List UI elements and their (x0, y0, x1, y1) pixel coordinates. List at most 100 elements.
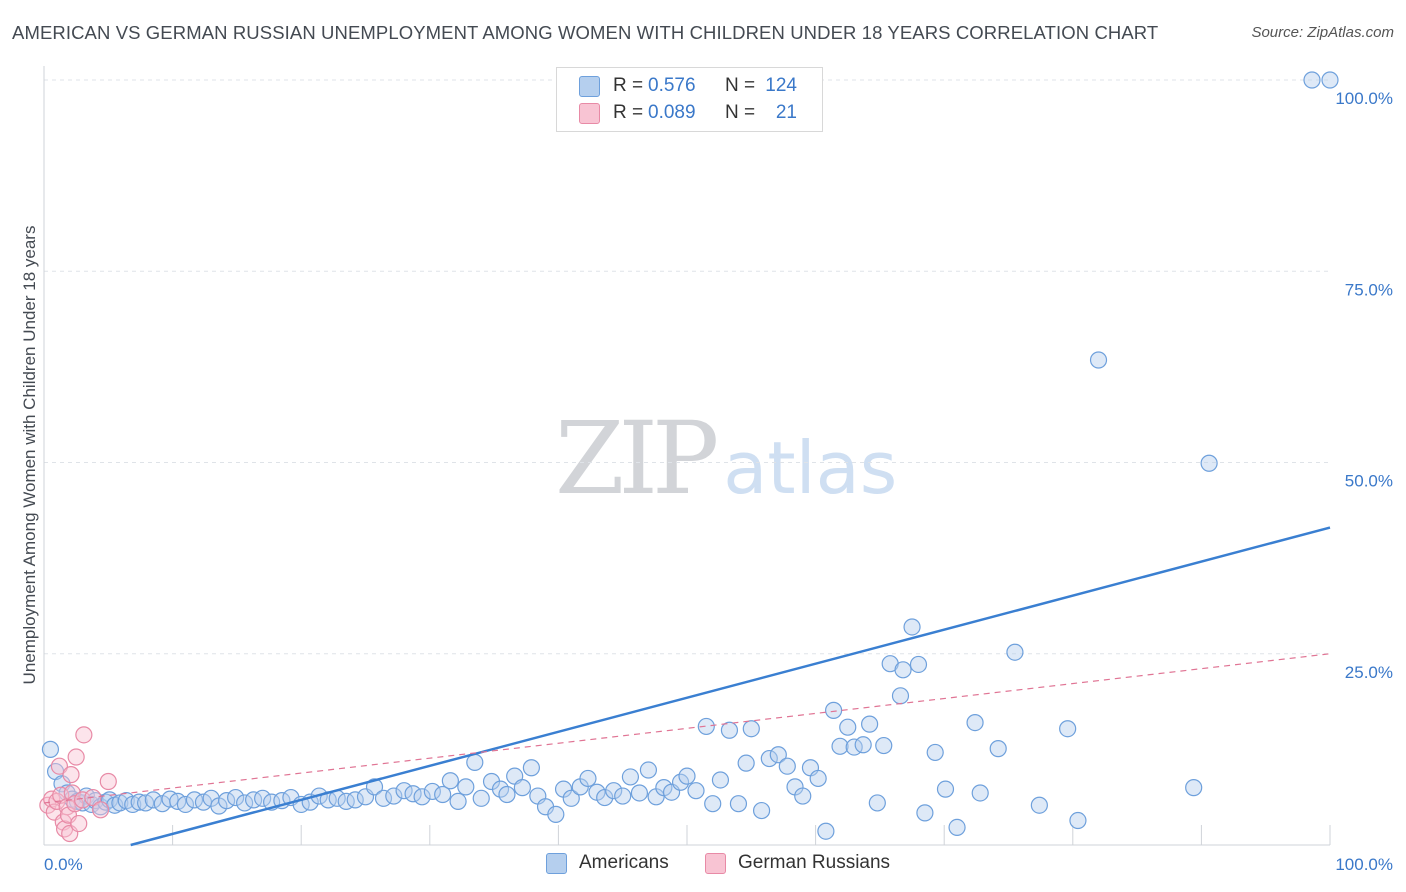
point-americans (831, 737, 849, 755)
point-americans (875, 736, 893, 755)
y-tick-label: 25.0% (1345, 663, 1393, 682)
y-tick-label: 100.0% (1335, 89, 1393, 108)
legend-swatch-americans (579, 75, 600, 97)
point-americans (1059, 720, 1077, 738)
point-americans (678, 767, 696, 785)
point-americans (395, 782, 413, 800)
point-german-russians (99, 772, 117, 791)
bottom-legend-label-german-russians: German Russians (738, 852, 891, 873)
point-americans (794, 787, 812, 805)
point-americans (144, 791, 162, 809)
point-americans (365, 778, 384, 796)
point-americans (498, 785, 516, 804)
x-tick-label: 0.0% (44, 855, 83, 874)
point-americans (720, 721, 739, 739)
point-americans (423, 782, 441, 801)
legend-n-value: 124 (765, 75, 797, 96)
point-americans (817, 822, 835, 840)
point-americans (1200, 454, 1218, 472)
point-americans (346, 791, 364, 809)
point-americans (227, 788, 245, 807)
point-german-russians (73, 791, 92, 809)
y-tick-label: 50.0% (1345, 472, 1393, 491)
point-americans (404, 785, 422, 803)
trend-line-americans (130, 526, 1331, 847)
point-americans (562, 789, 580, 807)
point-americans (1089, 351, 1108, 369)
x-tick-label: 100.0% (1335, 855, 1393, 874)
legend-n-label: N = (725, 75, 756, 96)
chart-source: Source: ZipAtlas.com (1251, 24, 1394, 41)
point-americans (457, 778, 475, 796)
point-americans (374, 789, 393, 807)
point-americans (385, 787, 403, 805)
legend-r-label: R = (613, 75, 644, 96)
watermark: ZIP atlas (555, 400, 897, 517)
point-americans (522, 759, 540, 777)
point-americans (1030, 796, 1048, 814)
axes (43, 66, 1331, 846)
point-americans (434, 785, 452, 804)
trend-lines (43, 526, 1331, 847)
point-americans (948, 818, 966, 837)
point-americans (854, 736, 872, 754)
legend-row-americans: R = 0.576 N = 124 (557, 72, 822, 100)
bottom-legend-swatch-americans (546, 852, 567, 874)
point-americans (466, 753, 484, 771)
point-german-russians (67, 748, 85, 766)
legend-swatch-german-russians (579, 102, 600, 124)
point-americans (909, 655, 928, 674)
point-german-russians (62, 766, 80, 784)
point-americans (711, 771, 730, 789)
point-americans (441, 772, 459, 790)
trend-line-german-russians (43, 653, 1331, 804)
point-german-russians (70, 814, 88, 833)
point-americans (630, 784, 649, 802)
point-americans (778, 757, 796, 775)
point-americans (176, 795, 195, 814)
point-americans (639, 761, 658, 779)
point-americans (704, 795, 722, 813)
point-americans (41, 740, 60, 758)
point-americans (971, 784, 989, 802)
point-americans (1006, 643, 1024, 661)
point-german-russians (63, 784, 81, 802)
point-americans (729, 795, 748, 813)
stats-legend: R = 0.576 N = 124 R = 0.089 N = 21 (556, 67, 823, 132)
series-german-russians (39, 726, 117, 843)
point-americans (671, 773, 690, 791)
point-americans (547, 805, 565, 824)
legend-n-label: N = (725, 102, 756, 123)
point-americans (989, 740, 1007, 758)
point-americans (130, 793, 148, 811)
point-americans (737, 754, 755, 772)
point-americans (254, 789, 272, 807)
point-americans (513, 779, 531, 797)
point-americans (903, 618, 921, 636)
point-german-russians (50, 757, 69, 775)
point-americans (825, 701, 843, 719)
point-americans (839, 718, 857, 736)
series-americans (41, 71, 1339, 840)
point-americans (697, 717, 715, 736)
point-americans (596, 788, 614, 807)
point-americans (936, 780, 955, 798)
legend-r-label: R = (613, 102, 644, 123)
point-americans (926, 743, 944, 762)
bottom-legend-americans: Americans (546, 852, 669, 874)
point-americans (218, 792, 236, 810)
legend-row-german-russians: R = 0.089 N = 21 (557, 99, 822, 127)
chart-title: AMERICAN VS GERMAN RUSSIAN UNEMPLOYMENT … (12, 22, 1159, 43)
point-americans (809, 769, 827, 788)
point-americans (891, 687, 910, 705)
point-americans (966, 713, 984, 732)
bottom-legend-swatch-german-russians (705, 852, 726, 874)
bottom-legend-german-russians: German Russians (705, 852, 890, 874)
point-americans (579, 769, 597, 788)
point-german-russians (91, 801, 110, 819)
grid (44, 79, 1330, 655)
bottom-legend-label-americans: Americans (579, 852, 669, 873)
point-americans (760, 749, 778, 768)
tick-labels: 100.0% 75.0% 50.0% 25.0% 0.0% 100.0% (44, 89, 1393, 874)
legend-r-value: 0.576 (648, 75, 696, 96)
